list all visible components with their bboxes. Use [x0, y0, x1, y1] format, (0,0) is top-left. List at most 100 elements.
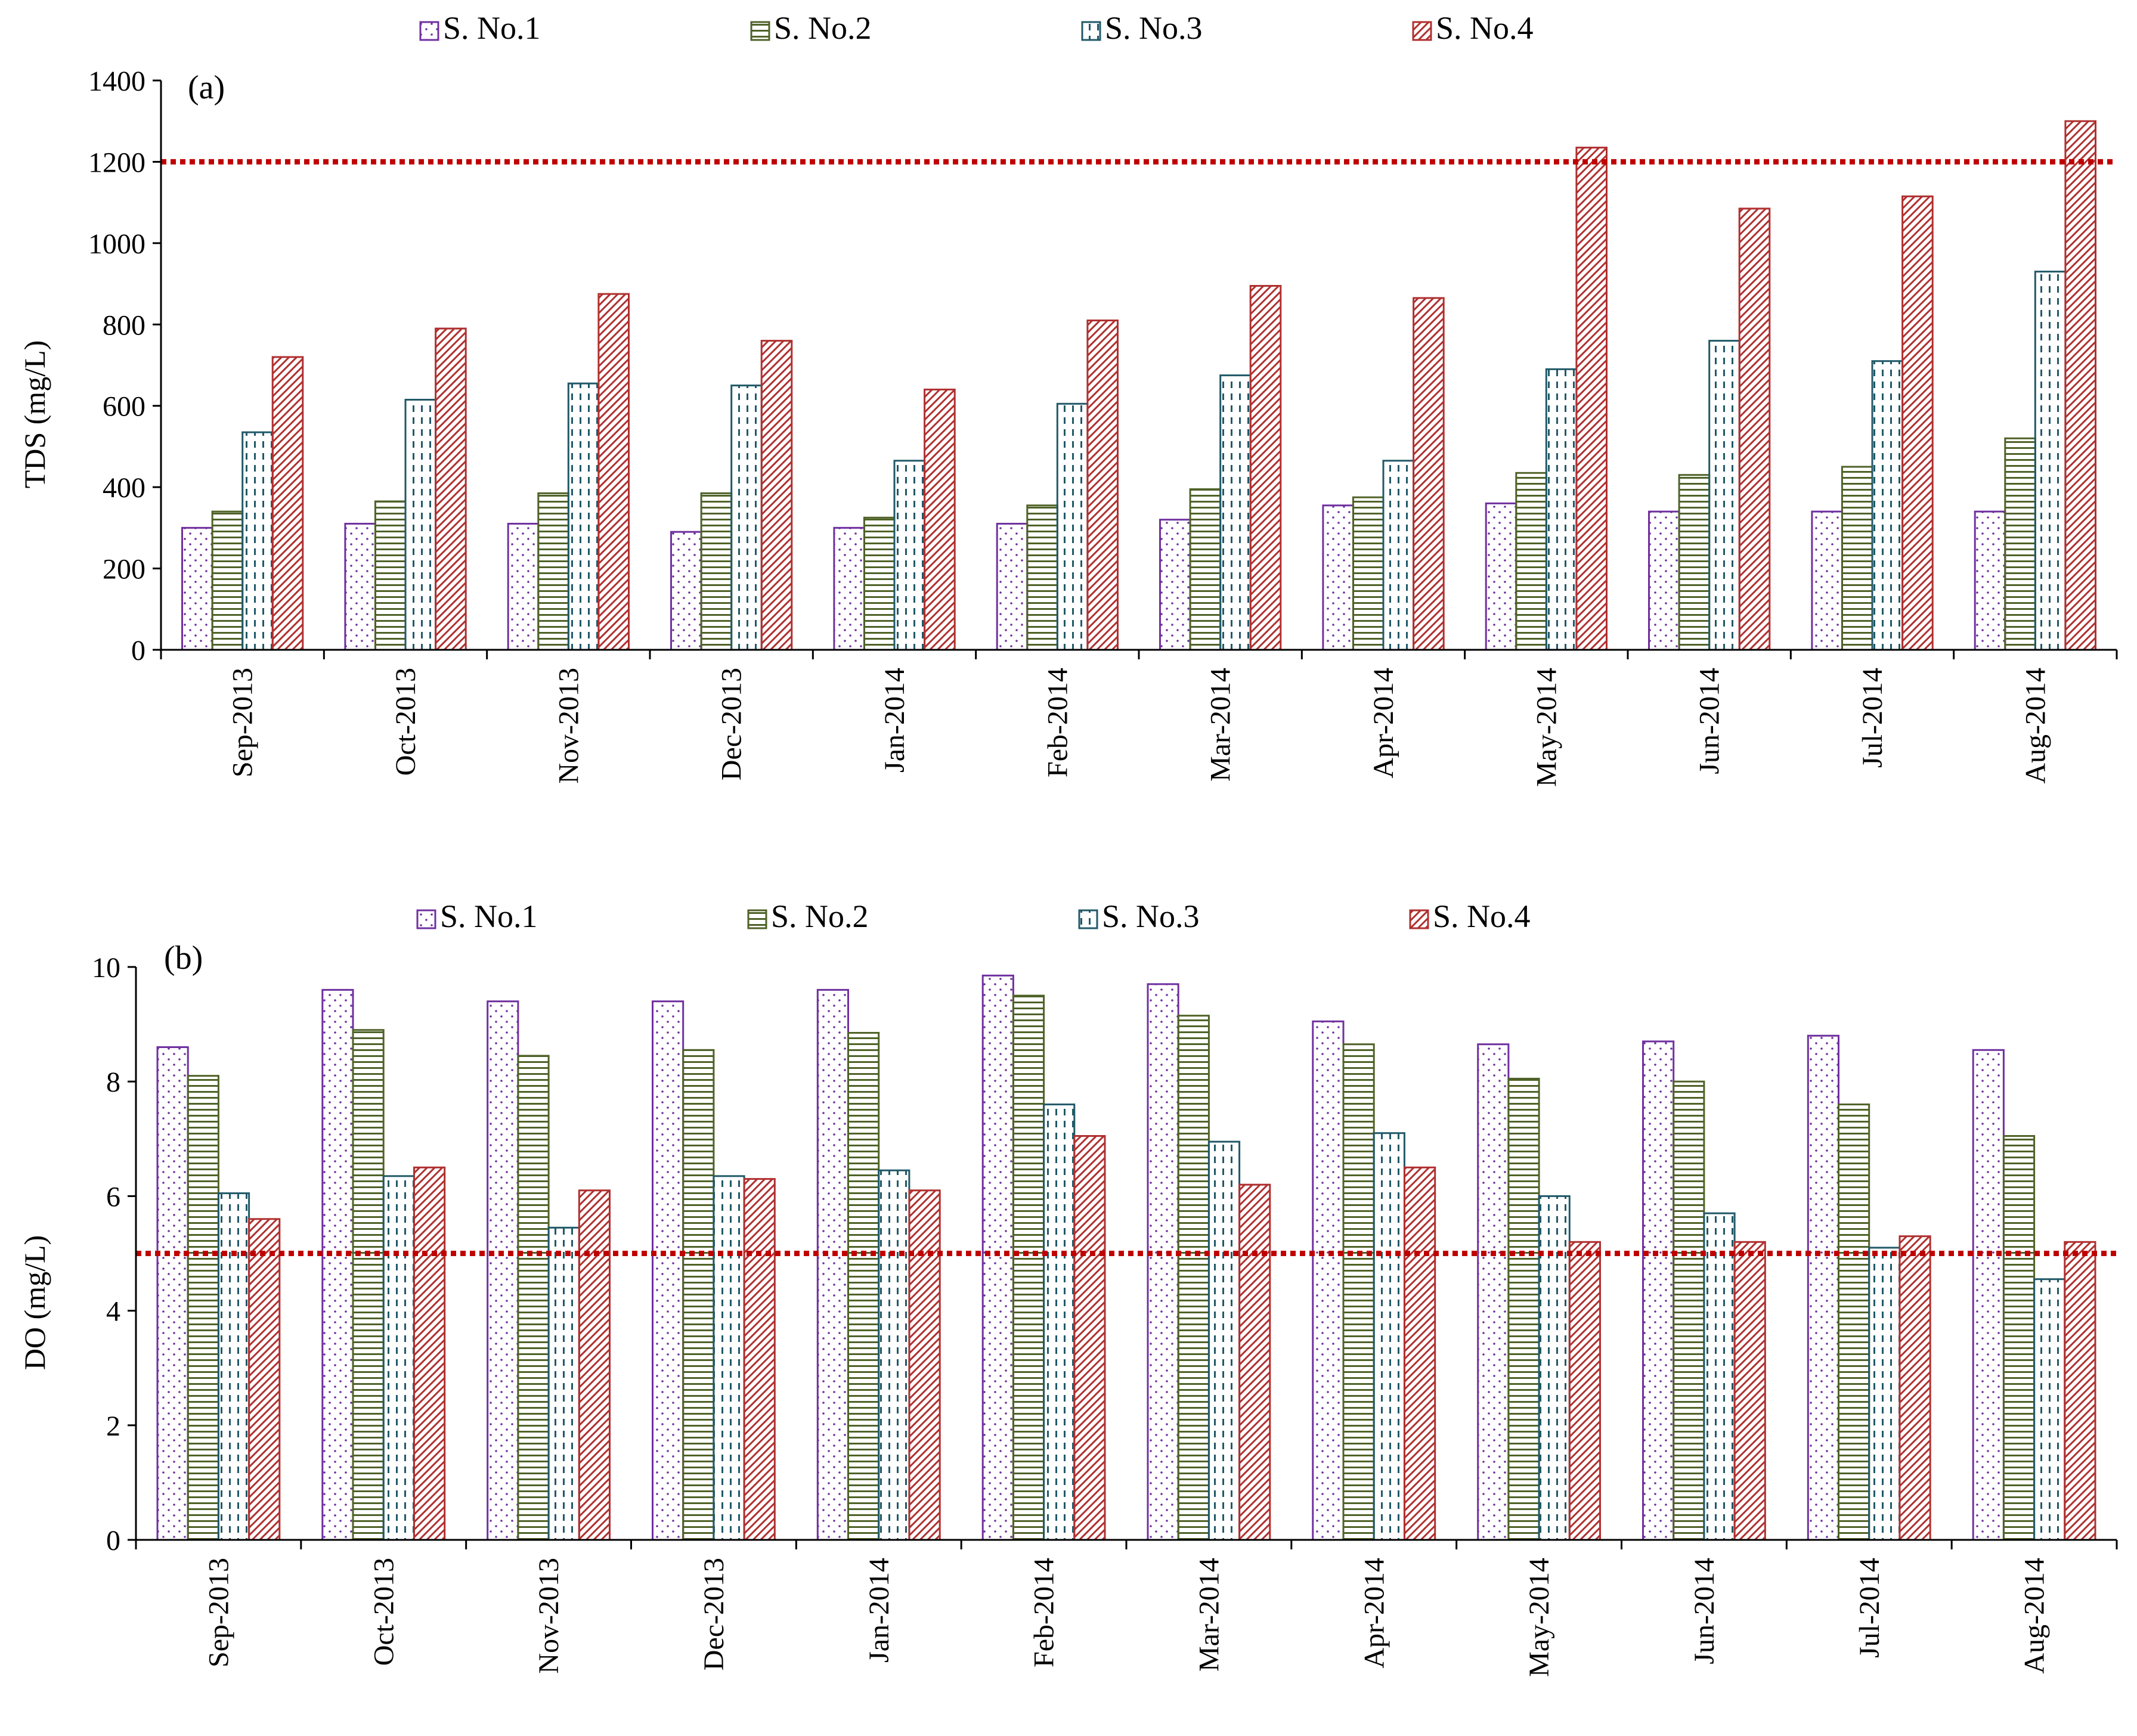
axes-a: 0 200 400 600 800 1000 1200 1400 Sep-2013 Oct-201… [88, 10, 2118, 787]
legend-swatch-s2-b [747, 909, 767, 929]
bar-b-s1-jul-2014 [1807, 1034, 1840, 1541]
bar-b-s3-may-2014 [1538, 1195, 1571, 1541]
bar-a-s3-oct-2013 [404, 399, 437, 651]
bar-b-s3-sep-2013 [217, 1192, 250, 1541]
x-tick-label-b: Oct-2013 [368, 1558, 399, 1666]
bar-a-s2-apr-2014 [1352, 496, 1385, 651]
legend-swatch-s1-b [416, 909, 436, 929]
y-tick-label-b: 8 [106, 1067, 120, 1098]
bar-b-s3-oct-2013 [382, 1175, 415, 1541]
x-tick-label-a: Sep-2013 [227, 668, 259, 777]
x-tick-label-b: Mar-2014 [1193, 1558, 1225, 1672]
bar-a-s1-apr-2014 [1322, 504, 1354, 651]
bar-b-s3-jul-2014 [1868, 1247, 1901, 1541]
bar-a-s4-jul-2014 [1901, 195, 1934, 651]
bar-b-s1-oct-2013 [321, 988, 354, 1541]
bar-b-s4-oct-2013 [413, 1166, 446, 1541]
bar-b-s4-dec-2013 [743, 1178, 776, 1541]
x-tick-label-b: Aug-2014 [2019, 1558, 2051, 1674]
bar-b-s3-jun-2014 [1703, 1212, 1736, 1541]
legend-label-s3-a: S. No.3 [1105, 10, 1203, 46]
legend-swatch-s3-b [1078, 909, 1098, 929]
axes-b: 0 2 4 6 8 10 Sep-2013 Oct-2013 Nov-2013 Dec-2013 J… [92, 898, 2118, 1677]
series-2-bars-b [187, 994, 2036, 1541]
x-tick-label-a: Dec-2013 [716, 668, 748, 780]
bar-b-s1-jan-2014 [816, 988, 850, 1541]
bar-a-s4-may-2014 [1575, 147, 1608, 651]
bar-b-s4-nov-2013 [578, 1189, 611, 1541]
bar-a-s1-jan-2014 [833, 526, 866, 651]
bar-b-s2-oct-2013 [352, 1029, 385, 1541]
legend-swatch-s4-b [1409, 909, 1429, 929]
bar-a-s4-jun-2014 [1738, 207, 1771, 651]
legend-label-s4-b: S. No.4 [1433, 898, 1531, 934]
panel-label-a: (a) [188, 69, 225, 106]
legend-swatch-s3-a [1081, 21, 1101, 41]
bar-b-s1-feb-2014 [981, 974, 1014, 1541]
bar-a-s4-jan-2014 [924, 388, 956, 651]
series-3-bars-b [217, 1103, 2066, 1541]
bar-a-s1-may-2014 [1485, 502, 1517, 651]
bar-b-s3-dec-2013 [713, 1175, 745, 1541]
bar-a-s3-aug-2014 [2034, 271, 2067, 651]
bar-a-s3-feb-2014 [1056, 402, 1089, 651]
bar-b-s3-nov-2013 [547, 1226, 580, 1541]
bar-a-s2-oct-2013 [374, 500, 407, 651]
bar-a-s1-jul-2014 [1811, 510, 1843, 651]
bar-a-s4-feb-2014 [1086, 320, 1119, 651]
x-tick-label-b: Nov-2013 [533, 1558, 565, 1674]
y-tick-label-b: 10 [92, 952, 120, 984]
x-tick-label-b: Jun-2014 [1689, 1558, 1720, 1664]
bar-a-s4-aug-2014 [2064, 120, 2096, 651]
legend-swatch-s4-a [1412, 21, 1432, 41]
x-tick-label-a: Apr-2014 [1368, 668, 1399, 779]
bar-b-s1-jun-2014 [1642, 1040, 1675, 1541]
y-tick-label-a: 1200 [88, 147, 145, 178]
legend-label-s2-a: S. No.2 [774, 10, 872, 46]
bar-b-s1-mar-2014 [1147, 983, 1179, 1541]
y-tick-label-a: 1400 [88, 66, 145, 97]
bar-b-s3-jan-2014 [878, 1169, 910, 1541]
bar-a-s3-nov-2013 [567, 382, 600, 651]
bar-a-s1-oct-2013 [344, 523, 377, 651]
x-tick-label-a: Mar-2014 [1205, 668, 1237, 782]
bar-b-s4-jun-2014 [1733, 1241, 1766, 1541]
x-tick-label-a: Nov-2013 [553, 668, 584, 784]
bar-a-s2-aug-2014 [2004, 437, 2036, 651]
bar-a-s3-jul-2014 [1871, 360, 1904, 651]
y-tick-label-b: 6 [106, 1181, 120, 1213]
x-tick-label-b: Sep-2013 [203, 1558, 234, 1667]
bar-b-s1-apr-2014 [1312, 1020, 1345, 1541]
series-4-bars-b [248, 1135, 2096, 1541]
bar-a-s4-nov-2013 [597, 293, 630, 651]
x-tick-label-a: Oct-2013 [390, 668, 422, 776]
bar-b-s1-sep-2013 [156, 1046, 189, 1541]
x-tick-label-b: Jul-2014 [1854, 1558, 1885, 1658]
bar-a-s2-may-2014 [1515, 472, 1547, 651]
bar-a-s4-dec-2013 [760, 340, 793, 651]
series-4-bars-a [271, 120, 2096, 651]
y-tick-label-a: 200 [103, 554, 145, 585]
bar-b-s3-apr-2014 [1373, 1132, 1405, 1541]
y-tick-label-a: 600 [103, 391, 145, 423]
x-tick-label-b: May-2014 [1523, 1558, 1555, 1677]
bar-a-s3-may-2014 [1545, 368, 1578, 651]
bar-b-s3-feb-2014 [1043, 1103, 1076, 1541]
bar-b-s1-nov-2013 [487, 1000, 519, 1541]
x-tick-label-a: Feb-2014 [1042, 668, 1073, 777]
bar-b-s1-aug-2014 [1972, 1049, 2005, 1541]
bar-a-s1-dec-2013 [670, 531, 702, 651]
bar-a-s3-jan-2014 [893, 460, 926, 651]
bar-a-s1-aug-2014 [1974, 510, 2006, 651]
bar-b-s2-nov-2013 [517, 1055, 550, 1541]
y-tick-label-a: 400 [103, 472, 145, 504]
y-axis-title-a: TDS (mg/L) [18, 340, 51, 489]
y-tick-label-a: 800 [103, 309, 145, 341]
bar-a-s3-jun-2014 [1708, 340, 1740, 651]
bar-b-s2-aug-2014 [2002, 1135, 2036, 1541]
bar-b-s4-may-2014 [1568, 1241, 1602, 1541]
bar-a-s1-feb-2014 [996, 523, 1029, 651]
bar-a-s3-apr-2014 [1382, 460, 1415, 651]
legend-a: S. No.1 S. No.2 S. No.3 S. No.4 [419, 10, 1534, 46]
panel-a: 0 200 400 600 800 1000 1200 1400 Sep-2013 Oct-201… [18, 10, 2118, 787]
